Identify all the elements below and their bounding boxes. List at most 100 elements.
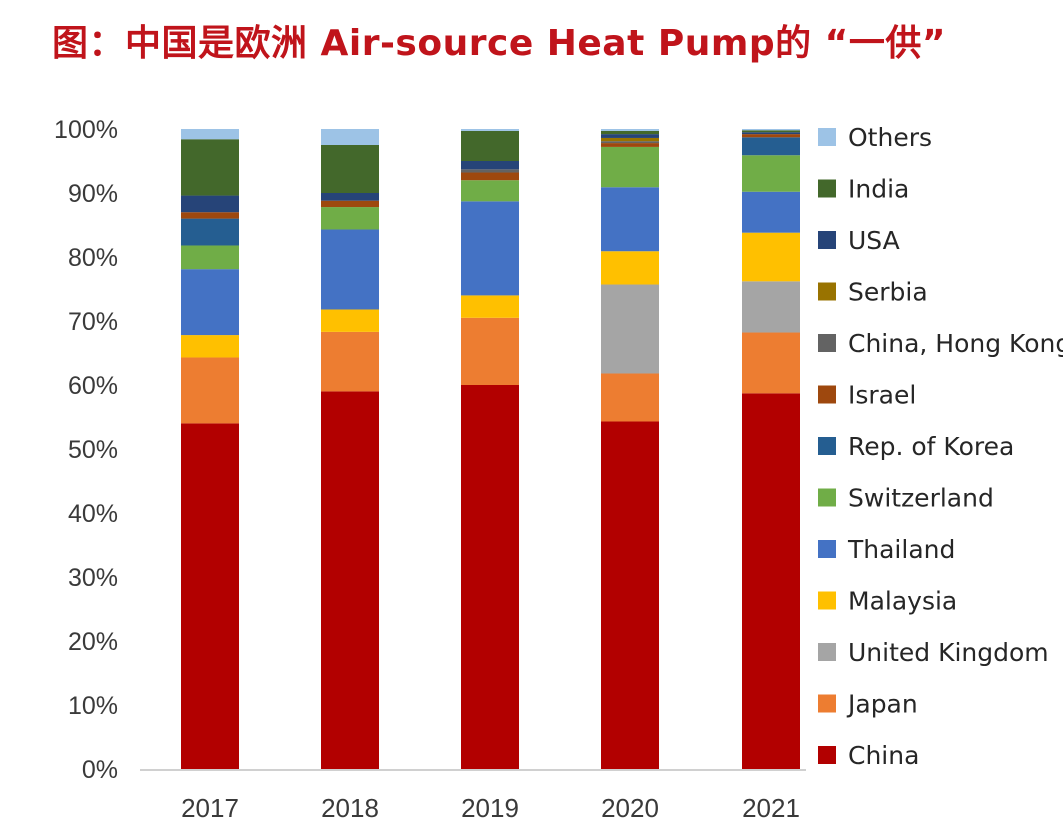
bar-segment-2017-malaysia [181, 335, 239, 358]
legend-swatch [818, 746, 836, 764]
bar-segment-2018-usa [321, 193, 379, 201]
legend-label: Israel [848, 381, 916, 410]
legend-swatch [818, 540, 836, 558]
legend-label: Serbia [848, 278, 928, 307]
bar-segment-2019-japan [461, 317, 519, 385]
legend-label: Malaysia [848, 587, 957, 616]
x-tick-label: 2018 [321, 793, 379, 823]
bar-segment-2020-malaysia [601, 251, 659, 285]
legend-swatch [818, 591, 836, 610]
bar-segment-2021-japan [742, 332, 800, 394]
bar-segment-2021-united-kingdom [742, 281, 800, 333]
y-axis-ticks: 0% 10% 20% 30% 40% 50% 60% 70% 80% 90% 100% [54, 116, 118, 784]
bar-segment-2019-israel [461, 172, 519, 181]
y-tick-label: 30% [68, 564, 118, 592]
chart-title: 图：中国是欧洲 Air-source Heat Pump的 “一供” [52, 23, 946, 64]
bar-segment-2020-thailand [601, 187, 659, 252]
bar-segment-2020-israel [601, 143, 659, 147]
bar-segment-2021-israel [742, 134, 800, 138]
bar-segment-2017-thailand [181, 269, 239, 336]
bar-segment-2019-china [461, 385, 519, 769]
bar-segment-2020-china-hong-kong [601, 141, 659, 144]
bar-segment-2019-switzerland [461, 180, 519, 202]
legend-swatch [818, 437, 836, 455]
y-tick-label: 70% [68, 308, 118, 336]
x-tick-label: 2019 [461, 793, 519, 823]
bar-segment-2019-thailand [461, 201, 519, 296]
bar-segment-2017-china [181, 423, 239, 769]
legend-swatch [818, 385, 836, 404]
legend-label: Rep. of Korea [848, 432, 1014, 461]
bar-segment-2018-thailand [321, 229, 379, 310]
bar-segment-2020-india [601, 130, 659, 135]
legend-swatch [818, 488, 836, 507]
bar-segment-2018-israel [321, 200, 379, 208]
bar-segment-2020-others [601, 129, 659, 131]
legend: Others India USA Serbia China, Hong Kong Isra… [818, 123, 1063, 770]
legend-label: Japan [846, 690, 918, 719]
x-tick-label: 2021 [742, 793, 800, 823]
bar-segment-2020-serbia [601, 137, 659, 142]
y-tick-label: 80% [68, 244, 118, 272]
bar-segment-2021-china [742, 393, 800, 769]
bar-segment-2017-japan [181, 357, 239, 424]
legend-swatch [818, 179, 836, 198]
bar-segment-2017-israel [181, 212, 239, 219]
legend-label: China, Hong Kong [848, 329, 1063, 358]
y-tick-label: 20% [68, 628, 118, 656]
bar-segment-2017-rep-of-korea [181, 218, 239, 246]
bar-segment-2018-malaysia [321, 309, 379, 332]
bar-segment-2020-united-kingdom [601, 284, 659, 374]
bar-segment-2019-china-hong-kong [461, 169, 519, 173]
bar-segment-2020-china [601, 421, 659, 769]
bar-segment-2021-usa [742, 132, 800, 135]
y-tick-label: 0% [82, 756, 118, 784]
y-tick-label: 40% [68, 500, 118, 528]
bar-stack-area [181, 129, 800, 769]
bar-segment-2017-usa [181, 195, 239, 213]
legend-label: China [848, 741, 919, 770]
bar-segment-2018-japan [321, 331, 379, 392]
legend-label: Thailand [847, 535, 955, 564]
bar-segment-2018-india [321, 145, 379, 193]
bar-segment-2017-others [181, 129, 239, 140]
bar-segment-2019-malaysia [461, 295, 519, 318]
y-tick-label: 100% [54, 116, 118, 144]
legend-swatch [818, 643, 836, 661]
bar-segment-2018-china [321, 391, 379, 769]
bar-segment-2019-usa [461, 161, 519, 170]
bar-segment-2020-japan [601, 373, 659, 422]
bar-segment-2021-rep-of-korea [742, 137, 800, 156]
legend-swatch [818, 231, 836, 249]
bar-segment-2019-others [461, 129, 519, 131]
legend-label: Switzerland [848, 484, 994, 513]
bar-segment-2021-thailand [742, 191, 800, 233]
bar-segment-2017-india [181, 139, 239, 196]
legend-swatch [818, 334, 836, 352]
legend-label: India [848, 175, 909, 204]
legend-swatch [818, 694, 836, 713]
bar-segment-2017-switzerland [181, 245, 239, 270]
x-axis-ticks: 2017 2018 2019 2020 2021 [181, 793, 800, 823]
bar-segment-2021-india [742, 130, 800, 133]
y-tick-label: 60% [68, 372, 118, 400]
legend-label: Others [848, 123, 932, 152]
y-tick-label: 50% [68, 436, 118, 464]
bar-segment-2020-usa [601, 134, 659, 138]
bar-segment-2021-others [742, 129, 800, 131]
bar-segment-2020-switzerland [601, 146, 659, 188]
bar-segment-2021-switzerland [742, 155, 800, 192]
bar-segment-2019-india [461, 130, 519, 161]
bar-segment-2021-malaysia [742, 232, 800, 282]
legend-label: USA [848, 226, 900, 255]
x-tick-label: 2017 [181, 793, 239, 823]
legend-swatch [818, 282, 836, 301]
y-tick-label: 90% [68, 180, 118, 208]
legend-label: United Kingdom [848, 638, 1049, 667]
legend-swatch [818, 128, 836, 146]
bar-segment-2018-switzerland [321, 207, 379, 230]
bar-segment-2018-others [321, 129, 379, 145]
y-tick-label: 10% [68, 692, 118, 720]
x-tick-label: 2020 [601, 793, 659, 823]
